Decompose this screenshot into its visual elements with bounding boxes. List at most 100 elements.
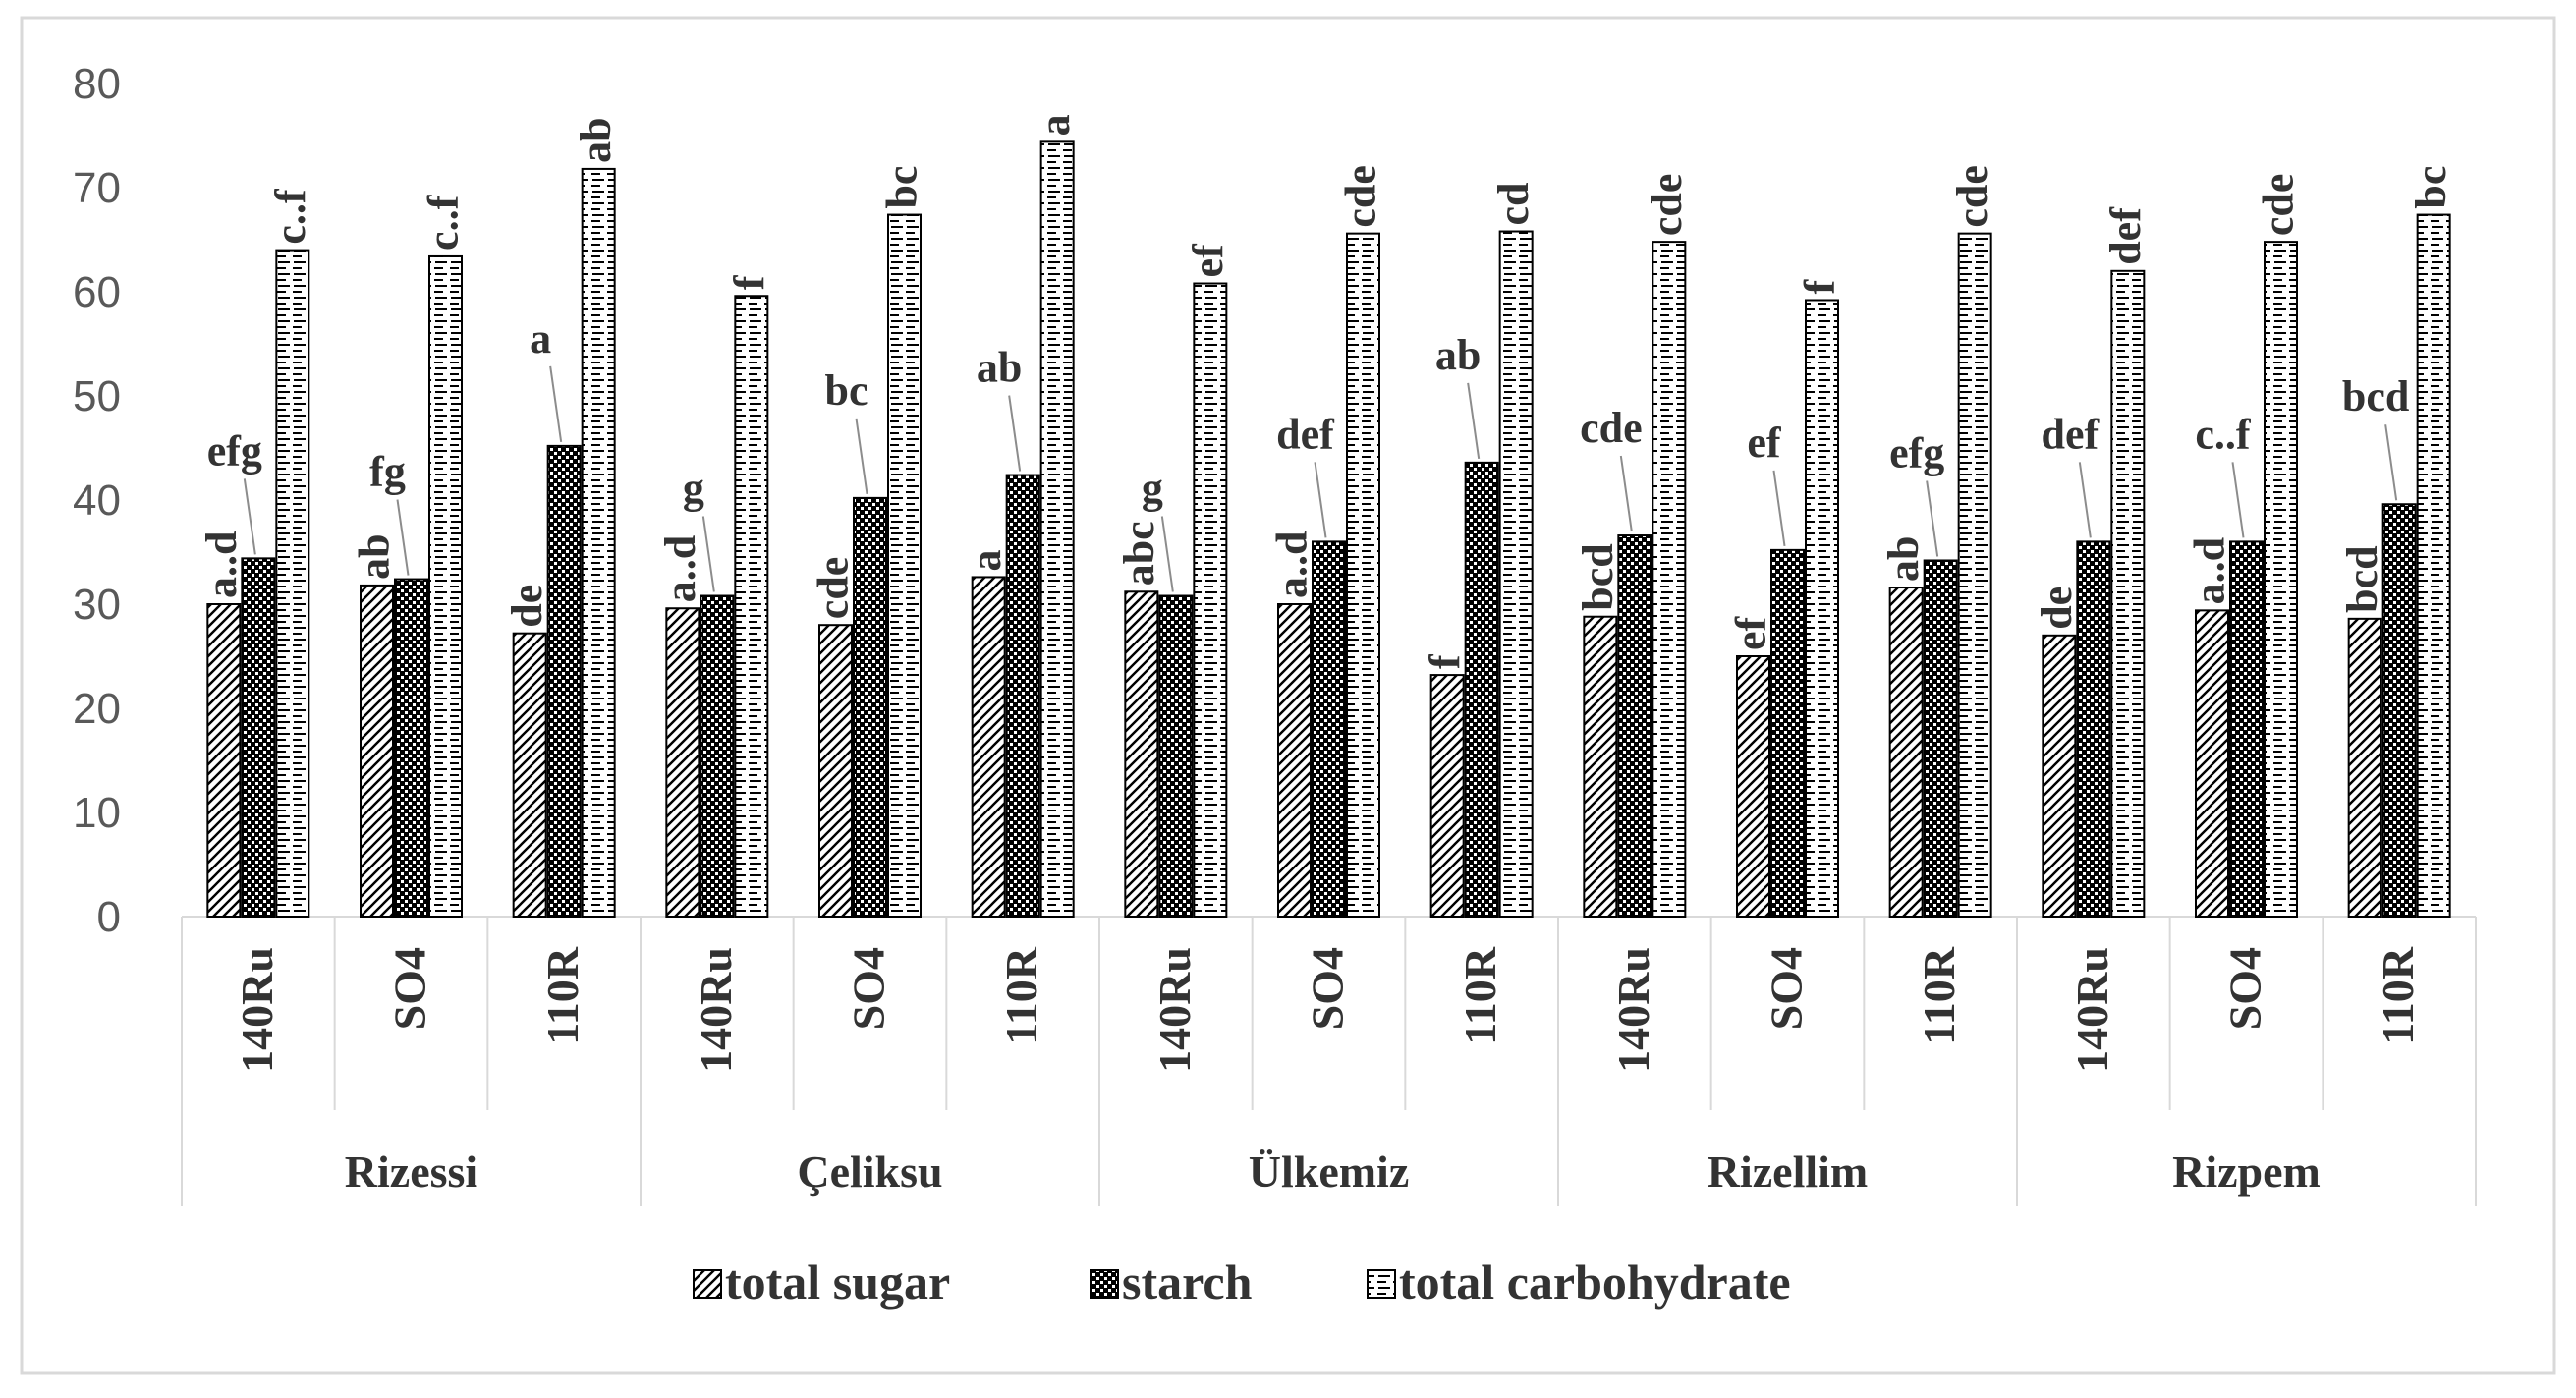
bar-label-total-carbohydrate-5: bc [878, 166, 926, 209]
bar-label-starch-1: efg [207, 426, 262, 475]
bar-total-sugar-6 [971, 576, 1006, 918]
bar-label-total-carbohydrate-1: c..f [266, 188, 314, 245]
bar-total-carbohydrate-7 [1193, 282, 1228, 918]
bar-total-carbohydrate-15 [2416, 213, 2451, 918]
bar-total-sugar-4 [665, 607, 700, 918]
bar-label-total-sugar-9: f [1421, 653, 1469, 669]
leader-line [1467, 382, 1481, 459]
group-label-celiksu: Çeliksu [797, 1146, 942, 1197]
bar-label-total-sugar-12: ab [1879, 536, 1928, 582]
y-tick-label-10: 10 [73, 789, 121, 837]
bar-total-carbohydrate-12 [1957, 232, 1992, 918]
bar-starch-9 [1464, 461, 1499, 918]
bar-label-total-carbohydrate-13: def [2101, 206, 2150, 265]
bar-label-total-carbohydrate-11: f [1796, 278, 1844, 294]
bar-label-total-carbohydrate-14: cde [2255, 174, 2303, 237]
bar-starch-14 [2229, 540, 2264, 919]
axes: 0 10 20 30 40 50 60 70 80 [73, 60, 2477, 1206]
bar-total-carbohydrate-8 [1346, 232, 1380, 918]
y-tick-label-60: 60 [73, 268, 121, 316]
legend-swatch-total-carbohydrate [1367, 1269, 1396, 1299]
x-tick-label-110r: 110R [1914, 946, 1964, 1044]
bar-label-starch-7: g [1142, 465, 1163, 513]
bar-total-carbohydrate-9 [1498, 230, 1534, 918]
bar-total-sugar-1 [206, 603, 242, 918]
legend: total sugar starch total carbohydrate [693, 1255, 1791, 1310]
x-tick-label-140ru: 140Ru [1149, 947, 1200, 1073]
bar-label-starch-9: ab [1435, 331, 1481, 379]
bar-total-carbohydrate-3 [581, 167, 616, 919]
x-tick-label-110r: 110R [996, 946, 1046, 1044]
x-tick-label-so4: SO4 [1762, 947, 1812, 1030]
bar-total-carbohydrate-1 [275, 249, 310, 919]
x-tick-label-so4: SO4 [2220, 947, 2270, 1030]
bar-label-starch-13: def [2042, 410, 2100, 458]
leader-line [243, 478, 256, 555]
bar-label-total-sugar-7: abc [1115, 521, 1163, 586]
bar-total-carbohydrate-4 [734, 295, 769, 918]
bar-total-sugar-10 [1583, 615, 1618, 918]
y-tick-label-40: 40 [73, 476, 121, 525]
bar-label-starch-15: bcd [2342, 372, 2409, 420]
bar-starch-4 [700, 594, 735, 919]
bar-label-total-sugar-11: ef [1727, 615, 1775, 650]
leader-line [1160, 516, 1174, 592]
bar-total-sugar-14 [2195, 609, 2229, 918]
bar-label-total-sugar-1: a..d [197, 531, 246, 598]
bar-label-starch-10: cde [1580, 404, 1643, 452]
bar-total-sugar-7 [1124, 590, 1159, 919]
bar-label-total-sugar-15: bcd [2338, 545, 2386, 612]
bar-total-carbohydrate-14 [2264, 241, 2298, 918]
bar-total-sugar-11 [1736, 655, 1770, 918]
x-tick-label-so4: SO4 [385, 947, 435, 1030]
bar-starch-12 [1923, 559, 1958, 918]
leader-line [2384, 424, 2398, 501]
bar-starch-10 [1617, 534, 1652, 918]
bar-starch-1 [241, 557, 276, 918]
group-label-rizellim: Rizellim [1708, 1146, 1869, 1197]
bar-label-total-carbohydrate-7: ef [1184, 243, 1232, 278]
bar-total-sugar-13 [2042, 634, 2077, 918]
leader-line [1314, 462, 1327, 538]
bar-starch-15 [2381, 503, 2417, 918]
bar-label-total-carbohydrate-9: cd [1489, 183, 1538, 226]
bar-starch-13 [2076, 540, 2111, 919]
leader-line [396, 499, 410, 576]
bar-label-total-sugar-13: de [2033, 587, 2081, 630]
bar-label-total-carbohydrate-6: a [1031, 114, 1079, 136]
legend-label-total-sugar: total sugar [725, 1255, 950, 1310]
bar-starch-3 [546, 444, 582, 918]
x-tick-label-so4: SO4 [844, 947, 894, 1030]
x-tick-label-110r: 110R [1455, 946, 1505, 1044]
x-tick-label-110r: 110R [2373, 946, 2423, 1044]
x-tick-label-140ru: 140Ru [232, 947, 282, 1073]
bar-label-total-sugar-3: de [503, 585, 551, 628]
legend-swatch-starch [1090, 1269, 1119, 1299]
bar-total-sugar-12 [1888, 587, 1924, 918]
legend-swatch-total-sugar [693, 1269, 722, 1299]
leader-line [2078, 462, 2092, 538]
bar-starch-8 [1312, 540, 1346, 919]
bar-label-total-carbohydrate-2: c..f [420, 194, 468, 251]
bar-total-carbohydrate-2 [428, 254, 463, 918]
group-label-rizessi: Rizessi [345, 1146, 478, 1197]
bar-label-total-sugar-4: a..d [656, 535, 704, 602]
bar-total-sugar-15 [2347, 617, 2382, 919]
y-tick-label-70: 70 [73, 164, 121, 212]
leader-line [1772, 470, 1786, 547]
bar-label-total-sugar-10: bcd [1574, 543, 1622, 610]
bar-total-carbohydrate-6 [1039, 140, 1075, 919]
bar-label-total-carbohydrate-10: cde [1643, 174, 1691, 237]
bar-label-starch-6: ab [977, 344, 1022, 392]
x-tick-label-140ru: 140Ru [1608, 947, 1658, 1073]
legend-label-starch: starch [1122, 1255, 1253, 1310]
bar-label-starch-8: def [1276, 410, 1335, 458]
bar-total-carbohydrate-10 [1652, 241, 1687, 918]
leader-line [549, 365, 563, 443]
bar-label-total-carbohydrate-3: ab [572, 117, 620, 162]
bar-label-starch-2: fg [369, 448, 406, 496]
bar-starch-11 [1770, 548, 1805, 918]
bar-label-total-sugar-2: ab [351, 533, 399, 579]
bar-total-sugar-3 [512, 632, 547, 918]
